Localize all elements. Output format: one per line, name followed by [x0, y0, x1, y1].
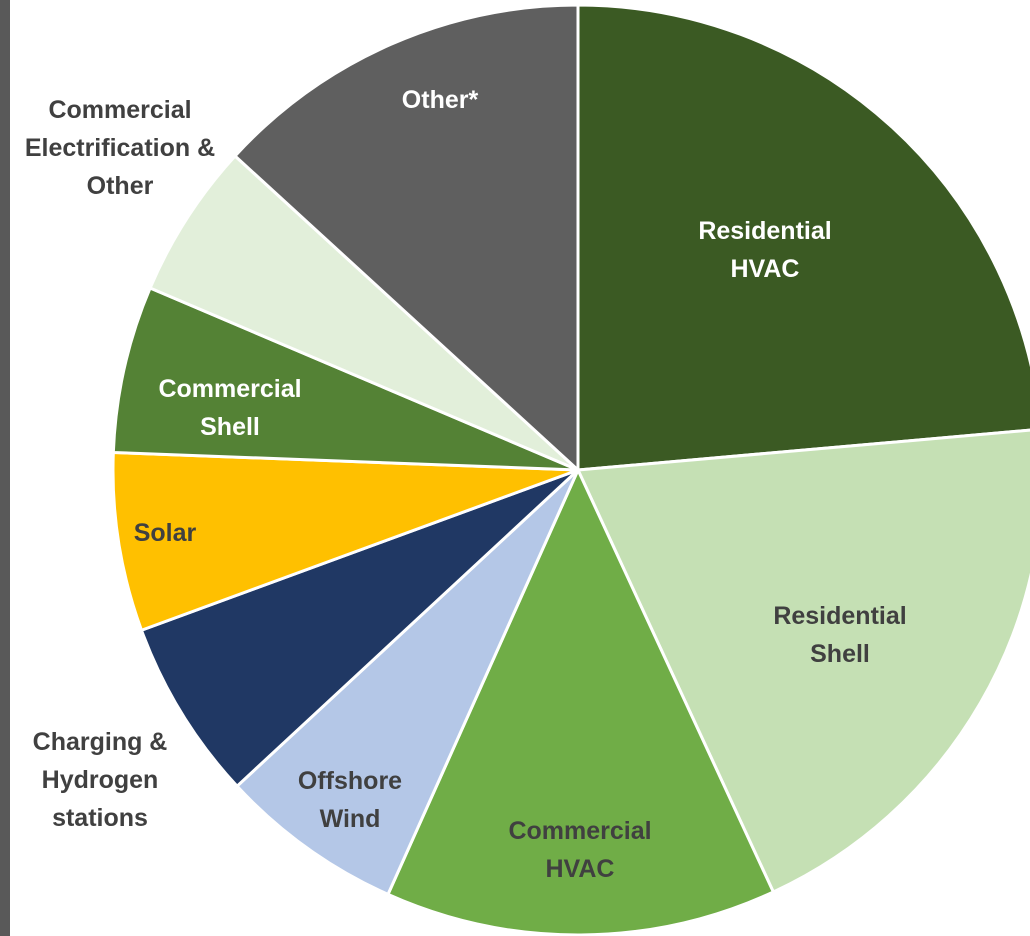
- slice-label: Commercial HVAC: [508, 817, 652, 883]
- side-bar: [0, 0, 10, 936]
- pie-slice: [232, 3, 580, 474]
- slice-label: Charging & Hydrogen stations: [32, 728, 168, 832]
- pie-slice: [139, 468, 580, 789]
- slice-label: Offshore Wind: [297, 767, 403, 833]
- pie-slice: [111, 450, 579, 633]
- slice-label: Commercial Electrification & Other: [24, 96, 216, 200]
- pie-slice: [575, 428, 1030, 894]
- slice-label: Residential Shell: [773, 602, 907, 668]
- slice-label: Solar: [133, 519, 197, 547]
- pie-slice: [576, 3, 1030, 472]
- pie-slice: [385, 466, 776, 936]
- slice-label: Residential HVAC: [698, 217, 832, 283]
- slice-label: Commercial Shell: [158, 375, 302, 441]
- pie-slice: [234, 468, 580, 897]
- pie-slice: [148, 153, 580, 472]
- slice-label: Other*: [401, 86, 479, 114]
- pie-slice: [111, 286, 579, 472]
